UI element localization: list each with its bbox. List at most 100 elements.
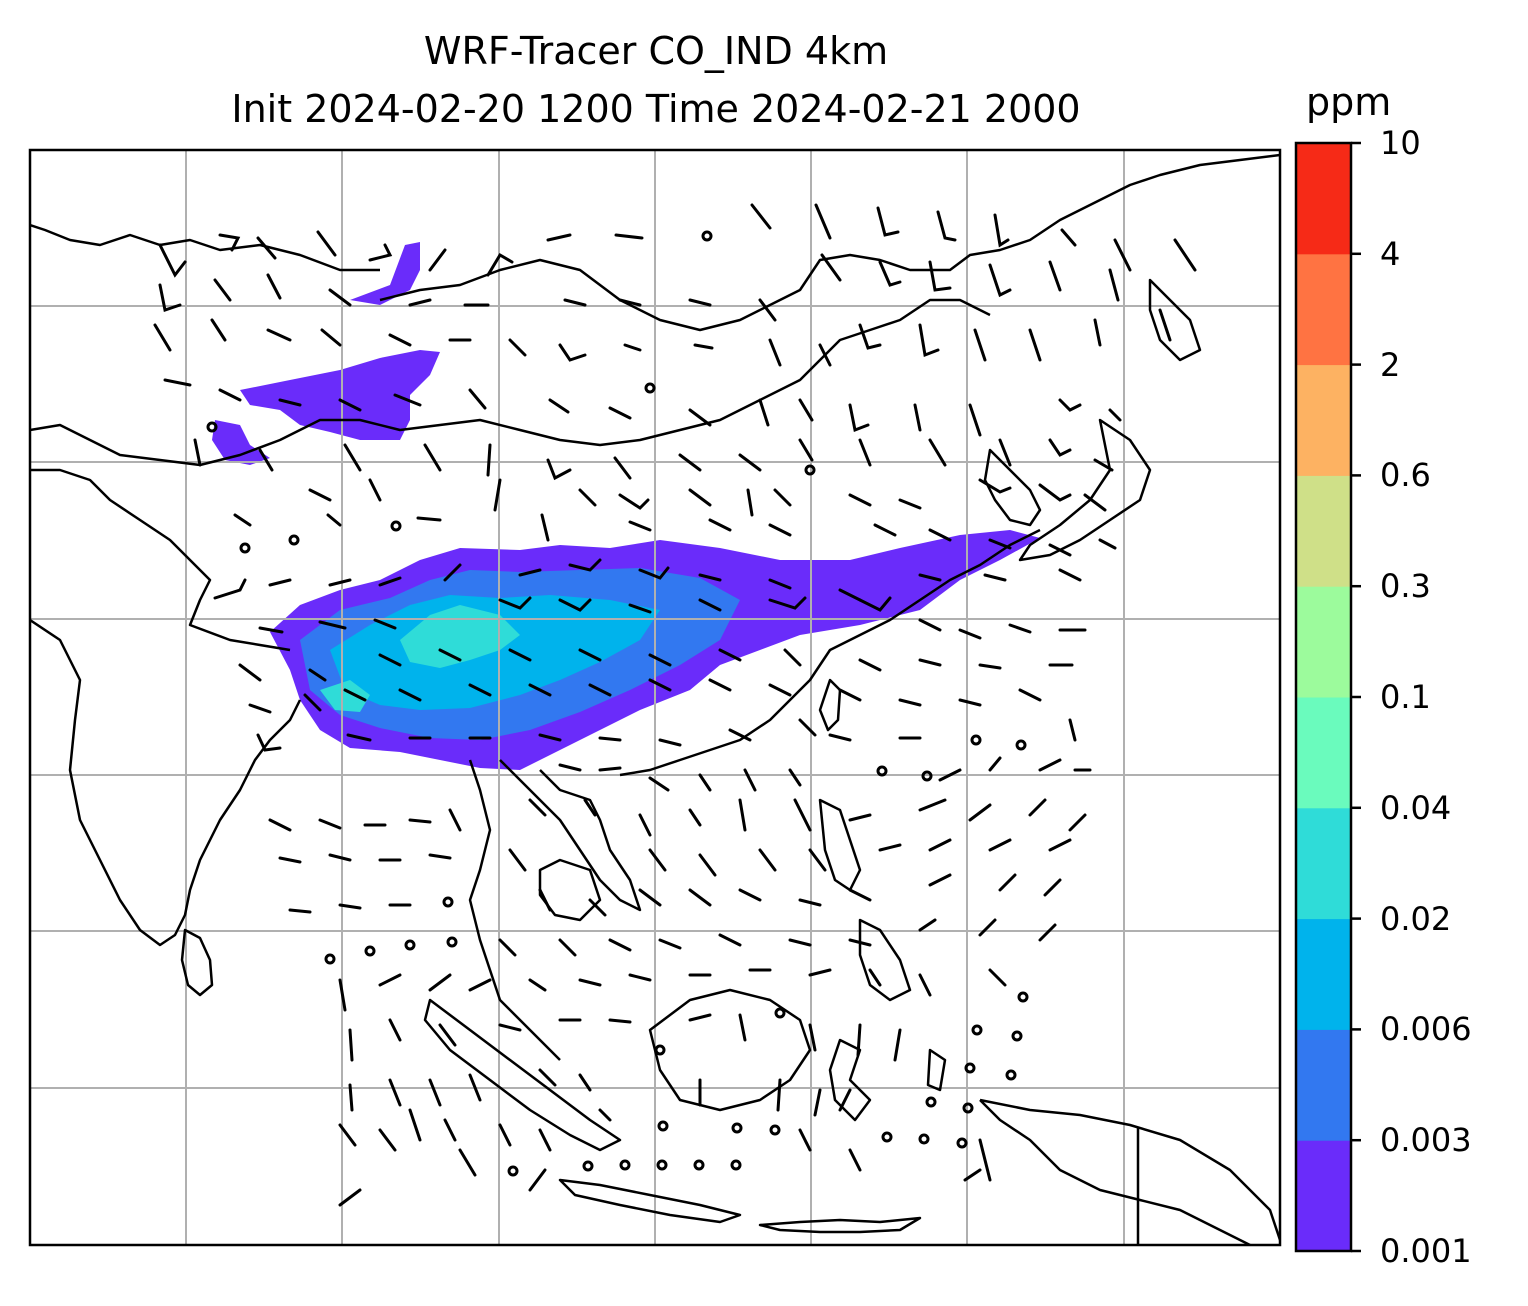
wind-barb	[468, 683, 492, 697]
colorbar-tick-label: 0.04	[1380, 788, 1452, 827]
wind-barb	[983, 573, 1007, 582]
wind-barb	[918, 323, 940, 358]
wind-barb	[698, 573, 722, 582]
wind-barb	[856, 1023, 862, 1057]
wind-barb	[1093, 318, 1102, 347]
wind-barb	[320, 328, 342, 347]
sumatra	[423, 998, 622, 1152]
wind-barb	[1083, 493, 1107, 512]
calm-marker	[1005, 1069, 1017, 1081]
wind-barb	[303, 693, 322, 712]
wind-barb	[318, 620, 347, 630]
colorbar-segment	[1296, 475, 1351, 587]
wind-barb	[316, 230, 337, 257]
wind-barb	[858, 658, 882, 672]
south-asia-north-border	[30, 468, 291, 652]
wind-barb	[768, 596, 807, 610]
wind-barb	[153, 323, 172, 352]
calm-marker	[1015, 739, 1027, 751]
wind-barb	[798, 438, 814, 462]
wind-barb	[688, 808, 702, 827]
wind-barb	[558, 598, 592, 612]
wind-barb	[808, 848, 827, 872]
plume-level-1-streak	[350, 242, 420, 305]
calm-marker	[644, 382, 656, 394]
wind-barb	[563, 298, 587, 307]
colorbar-segment	[1296, 143, 1351, 255]
wind-barb	[338, 398, 362, 412]
map-frame	[28, 148, 1282, 1247]
calm-marker	[404, 939, 416, 951]
wind-barb	[758, 398, 770, 427]
wind-barb	[408, 1108, 422, 1142]
wind-barb	[328, 288, 352, 307]
wind-barb	[388, 1078, 402, 1107]
colorbar-unit-label: ppm	[1306, 80, 1392, 124]
wind-barb	[578, 978, 602, 987]
wind-barb	[978, 918, 997, 937]
wind-barb	[346, 733, 372, 742]
wind-barb	[746, 488, 754, 517]
wind-barb	[978, 478, 1012, 494]
wind-barb	[498, 1023, 522, 1032]
wind-barb	[468, 978, 492, 992]
wind-barb	[558, 938, 577, 957]
wind-barb	[768, 523, 792, 537]
colorbar-tick-label: 0.1	[1380, 678, 1431, 716]
wind-barb	[968, 803, 992, 822]
wind-barb	[328, 578, 352, 587]
calm-wind-markers	[206, 230, 1029, 1177]
calm-marker	[925, 1096, 937, 1108]
plume-level-1-north	[240, 350, 440, 440]
wind-barb	[618, 298, 642, 307]
coastlines	[30, 153, 1280, 1245]
wind-barb	[256, 236, 277, 260]
wind-barb	[858, 596, 892, 612]
wind-barb	[928, 260, 952, 292]
wind-barb	[546, 458, 572, 481]
wind-barb	[793, 798, 812, 832]
wind-barb	[428, 248, 447, 272]
calm-marker	[964, 1062, 976, 1074]
wind-barb	[428, 853, 452, 860]
calm-marker	[288, 534, 300, 546]
wind-barb	[438, 648, 462, 662]
map-title-line-1: WRF-Tracer CO_IND 4km	[423, 29, 889, 73]
wind-barb	[788, 768, 802, 787]
wind-barb	[398, 688, 422, 702]
wind-barb	[878, 843, 902, 852]
india-coast	[30, 618, 302, 947]
calm-marker	[364, 945, 376, 957]
wind-barb	[788, 938, 812, 947]
wind-barb	[898, 698, 922, 707]
wind-barb	[518, 568, 542, 577]
wind-barb	[486, 443, 492, 477]
colorbar-segment	[1296, 1029, 1351, 1141]
wind-barb	[918, 573, 942, 582]
wind-barb	[638, 888, 662, 907]
wind-barb	[768, 683, 792, 697]
wind-barb	[808, 968, 832, 977]
wind-barb	[218, 388, 242, 402]
wind-barb	[988, 756, 1002, 772]
wind-barb	[1048, 438, 1072, 457]
wind-barb	[388, 333, 412, 347]
wind-barb	[808, 1023, 817, 1052]
wind-barb	[848, 493, 872, 507]
wind-barb	[988, 838, 1012, 852]
philippines-mindanao	[858, 918, 912, 1002]
calm-marker	[731, 1122, 743, 1134]
wind-barb	[698, 853, 717, 877]
colorbar	[1296, 141, 1361, 1253]
wind-barb	[718, 933, 742, 947]
colorbar-segment	[1296, 1140, 1351, 1252]
wind-barb	[688, 298, 712, 307]
colorbar-segment	[1296, 697, 1351, 809]
wind-barb	[583, 798, 597, 817]
calm-marker	[582, 1160, 594, 1172]
wind-barb	[598, 1108, 612, 1122]
wind-barb	[388, 1018, 402, 1042]
wind-barb	[528, 683, 552, 697]
colorbar-tick-label: 2	[1380, 345, 1401, 384]
calm-marker	[701, 230, 713, 242]
